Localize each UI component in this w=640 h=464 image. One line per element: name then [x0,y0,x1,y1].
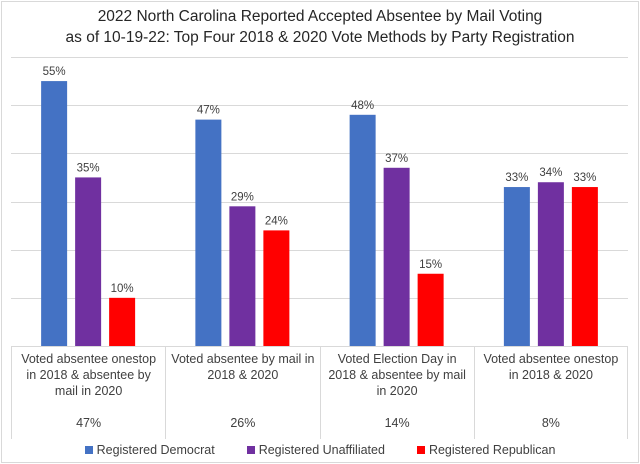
bar-registered-democrat [503,187,530,346]
data-label: 47% [197,105,220,117]
data-label: 33% [573,172,596,184]
legend-item: Registered Republican [416,443,556,457]
bar-registered-democrat [41,81,68,346]
bar-registered-republican [109,297,136,346]
chart-title-line-2: as of 10-19-22: Top Four 2018 & 2020 Vot… [65,29,575,46]
legend-swatch [416,446,425,454]
legend-swatch [246,446,255,454]
legend-item: Registered Democrat [84,443,215,457]
category-share: 26% [230,416,256,430]
category-cell: Voted absentee onestop in 2018 & absente… [11,346,165,439]
chart-title-line-1: 2022 North Carolina Reported Accepted Ab… [97,8,543,25]
data-label: 24% [265,215,288,227]
category-label: Voted absentee onestop in 2018 & 2020 [483,352,619,382]
category-share: 8% [541,416,560,430]
data-label: 35% [77,162,100,174]
data-label: 15% [419,259,442,271]
legend: Registered Democrat Registered Unaffiliat… [0,443,640,457]
bar-registered-unaffiliated [383,167,410,346]
data-label: 37% [385,153,408,165]
bar-registered-republican [417,273,444,346]
legend-label: Registered Republican [428,443,556,457]
bar-registered-democrat [195,119,222,346]
data-label: 29% [231,191,254,203]
legend-label: Registered Democrat [96,443,215,457]
category-cell: Voted absentee by mail in 2018 & 2020 26% [165,346,319,439]
legend-item: Registered Unaffiliated [246,443,385,457]
bar-registered-republican [571,187,598,346]
data-label: 48% [351,100,374,112]
data-label: 34% [539,167,562,179]
category-cell: Voted absentee onestop in 2018 & 2020 8% [473,346,628,439]
bar-registered-democrat [349,114,376,346]
category-share: 47% [76,416,102,430]
category-label: Voted absentee by mail in 2018 & 2020 [171,352,315,382]
bar-registered-republican [263,230,290,346]
data-label: 10% [111,283,134,295]
category-cell: Voted Election Day in 2018 & absentee by… [319,346,474,439]
category-share: 14% [384,416,410,430]
data-label: 55% [43,66,66,78]
data-label: 33% [505,172,528,184]
bar-registered-unaffiliated [229,206,256,346]
legend-label: Registered Unaffiliated [258,443,385,457]
bar-registered-unaffiliated [537,182,564,346]
legend-swatch [84,446,93,454]
chart-title: 2022 North Carolina Reported Accepted Ab… [0,6,640,48]
category-label: Voted absentee onestop in 2018 & absente… [21,352,157,398]
bar-registered-unaffiliated [75,177,102,346]
category-label: Voted Election Day in 2018 & absentee by… [328,352,466,398]
